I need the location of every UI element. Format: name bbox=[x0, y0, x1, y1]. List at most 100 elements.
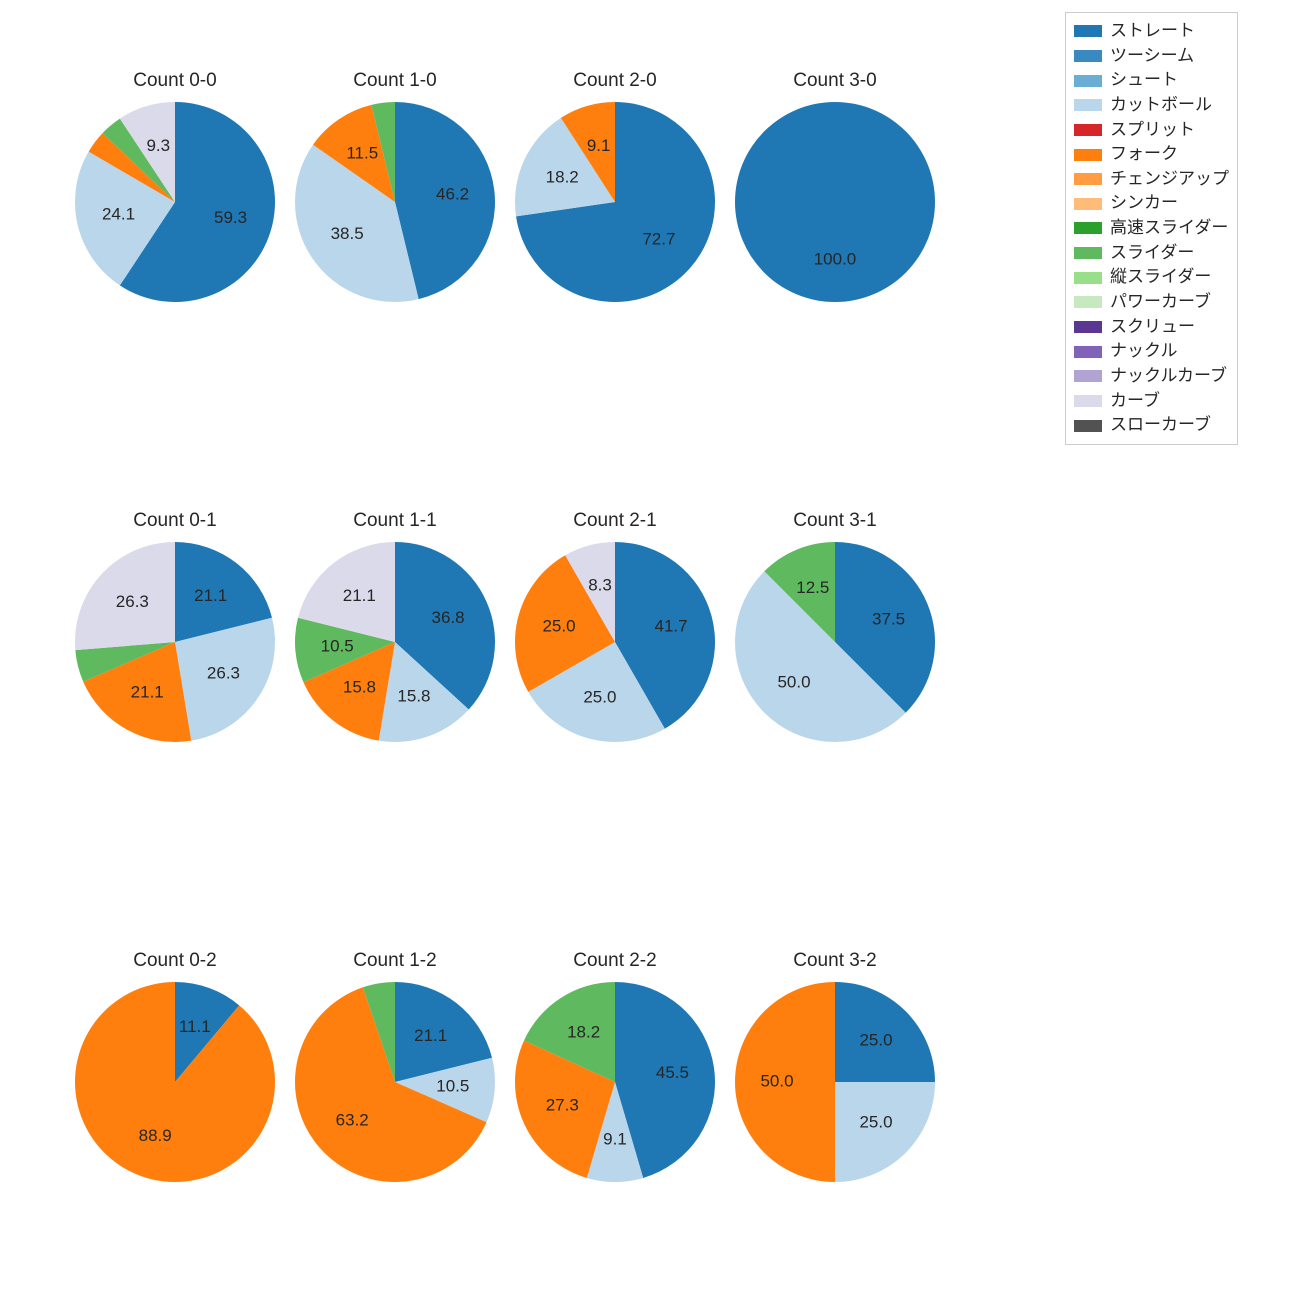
slice-label: 63.2 bbox=[336, 1111, 369, 1130]
legend-label: シュート bbox=[1110, 68, 1178, 93]
legend-item: スクリュー bbox=[1074, 315, 1229, 340]
slice-label: 27.3 bbox=[546, 1096, 579, 1115]
slice-label: 12.5 bbox=[796, 578, 829, 597]
pie-svg: 45.5 9.1 27.3 18.2 bbox=[495, 978, 735, 1186]
legend-item: 縦スライダー bbox=[1074, 265, 1229, 290]
pie-title: Count 1-2 bbox=[275, 950, 515, 972]
legend-swatch bbox=[1074, 25, 1102, 37]
pie-chart: Count 1-2 21.1 10.5 63.2 bbox=[275, 950, 515, 1186]
slice-label: 10.5 bbox=[436, 1076, 469, 1095]
pie-chart: Count 1-046.238.511.5 bbox=[275, 70, 515, 306]
pie-title: Count 2-0 bbox=[495, 70, 735, 92]
legend-label: カーブ bbox=[1110, 389, 1160, 414]
slice-label: 24.1 bbox=[102, 205, 135, 224]
pie-svg: 59.324.19.3 bbox=[55, 98, 295, 306]
legend-label: スプリット bbox=[1110, 118, 1195, 143]
legend: ストレートツーシームシュートカットボールスプリットフォークチェンジアップシンカー… bbox=[1065, 12, 1238, 445]
legend-swatch bbox=[1074, 272, 1102, 284]
legend-swatch bbox=[1074, 99, 1102, 111]
slice-label: 21.1 bbox=[414, 1026, 447, 1045]
pie-title: Count 2-1 bbox=[495, 510, 735, 532]
legend-label: ナックルカーブ bbox=[1110, 364, 1227, 389]
legend-label: ツーシーム bbox=[1110, 44, 1194, 69]
legend-item: ナックルカーブ bbox=[1074, 364, 1229, 389]
pie-chart: Count 2-1 41.7 25.0 25.0 8.3 bbox=[495, 510, 735, 746]
slice-label: 25.0 bbox=[583, 687, 616, 706]
legend-swatch bbox=[1074, 247, 1102, 259]
legend-item: シンカー bbox=[1074, 191, 1229, 216]
slice-label: 11.1 bbox=[179, 1017, 211, 1036]
legend-item: フォーク bbox=[1074, 142, 1229, 167]
legend-item: スライダー bbox=[1074, 241, 1229, 266]
figure: Count 0-0 59.324.19.3Count 1-046.238.511.… bbox=[0, 0, 1300, 1300]
slice-label: 25.0 bbox=[859, 1030, 892, 1049]
legend-item: シュート bbox=[1074, 68, 1229, 93]
pie-svg: 100.0 bbox=[715, 98, 955, 306]
slice-label: 50.0 bbox=[777, 672, 810, 691]
pie-slice bbox=[835, 1082, 935, 1182]
legend-label: シンカー bbox=[1110, 191, 1178, 216]
slice-label: 25.0 bbox=[542, 616, 575, 635]
slice-label: 26.3 bbox=[116, 592, 149, 611]
pie-chart: Count 0-0 59.324.19.3 bbox=[55, 70, 295, 306]
slice-label: 72.7 bbox=[642, 229, 675, 248]
pie-chart: Count 0-121.126.321.126.3 bbox=[55, 510, 295, 746]
pie-title: Count 3-0 bbox=[715, 70, 955, 92]
pie-svg: 21.126.321.126.3 bbox=[55, 538, 295, 746]
pie-title: Count 3-1 bbox=[715, 510, 955, 532]
legend-swatch bbox=[1074, 222, 1102, 234]
legend-item: パワーカーブ bbox=[1074, 290, 1229, 315]
legend-swatch bbox=[1074, 420, 1102, 432]
pie-svg: 37.5 50.0 12.5 bbox=[715, 538, 955, 746]
legend-swatch bbox=[1074, 149, 1102, 161]
pie-chart: Count 1-136.815.815.810.521.1 bbox=[275, 510, 515, 746]
legend-label: スローカーブ bbox=[1110, 413, 1211, 438]
slice-label: 37.5 bbox=[872, 609, 905, 628]
legend-item: 高速スライダー bbox=[1074, 216, 1229, 241]
pie-title: Count 0-0 bbox=[55, 70, 295, 92]
pie-chart: Count 3-2 25.0 25.0 50.0 bbox=[715, 950, 955, 1186]
pie-slice bbox=[75, 982, 275, 1182]
pie-chart: Count 3-1 37.5 50.0 12.5 bbox=[715, 510, 955, 746]
legend-label: ナックル bbox=[1110, 339, 1178, 364]
legend-swatch bbox=[1074, 173, 1102, 185]
pie-svg: 46.238.511.5 bbox=[275, 98, 515, 306]
slice-label: 21.1 bbox=[194, 586, 227, 605]
legend-label: 高速スライダー bbox=[1110, 216, 1228, 241]
legend-item: チェンジアップ bbox=[1074, 167, 1229, 192]
pie-svg: 36.815.815.810.521.1 bbox=[275, 538, 515, 746]
pie-chart: Count 2-0 72.7 18.2 9.1 bbox=[495, 70, 735, 306]
pie-title: Count 1-1 bbox=[275, 510, 515, 532]
slice-label: 18.2 bbox=[567, 1023, 600, 1042]
slice-label: 45.5 bbox=[656, 1063, 689, 1082]
slice-label: 41.7 bbox=[654, 617, 687, 636]
slice-label: 36.8 bbox=[432, 608, 465, 627]
legend-swatch bbox=[1074, 50, 1102, 62]
pie-chart: Count 2-245.59.127.318.2 bbox=[495, 950, 735, 1186]
legend-item: ツーシーム bbox=[1074, 44, 1229, 69]
slice-label: 50.0 bbox=[760, 1071, 793, 1090]
slice-label: 8.3 bbox=[588, 575, 612, 594]
legend-label: チェンジアップ bbox=[1110, 167, 1229, 192]
pie-title: Count 0-2 bbox=[55, 950, 295, 972]
legend-swatch bbox=[1074, 370, 1102, 382]
pie-svg: 72.7 18.2 9.1 bbox=[495, 98, 735, 306]
pie-svg: 21.1 10.5 63.2 bbox=[275, 978, 515, 1186]
slice-label: 21.1 bbox=[131, 682, 164, 701]
legend-item: カットボール bbox=[1074, 93, 1229, 118]
slice-label: 9.1 bbox=[603, 1129, 627, 1148]
slice-label: 100.0 bbox=[814, 249, 857, 268]
pie-svg: 11.188.9 bbox=[55, 978, 295, 1186]
slice-label: 15.8 bbox=[343, 677, 376, 696]
legend-item: カーブ bbox=[1074, 389, 1229, 414]
slice-label: 18.2 bbox=[546, 167, 579, 186]
legend-item: スプリット bbox=[1074, 118, 1229, 143]
legend-swatch bbox=[1074, 124, 1102, 136]
pie-title: Count 3-2 bbox=[715, 950, 955, 972]
slice-label: 9.1 bbox=[587, 136, 611, 155]
pie-chart: Count 3-0 100.0 bbox=[715, 70, 955, 306]
slice-label: 15.8 bbox=[397, 686, 430, 705]
slice-label: 25.0 bbox=[859, 1112, 892, 1131]
legend-swatch bbox=[1074, 75, 1102, 87]
legend-label: フォーク bbox=[1110, 142, 1178, 167]
